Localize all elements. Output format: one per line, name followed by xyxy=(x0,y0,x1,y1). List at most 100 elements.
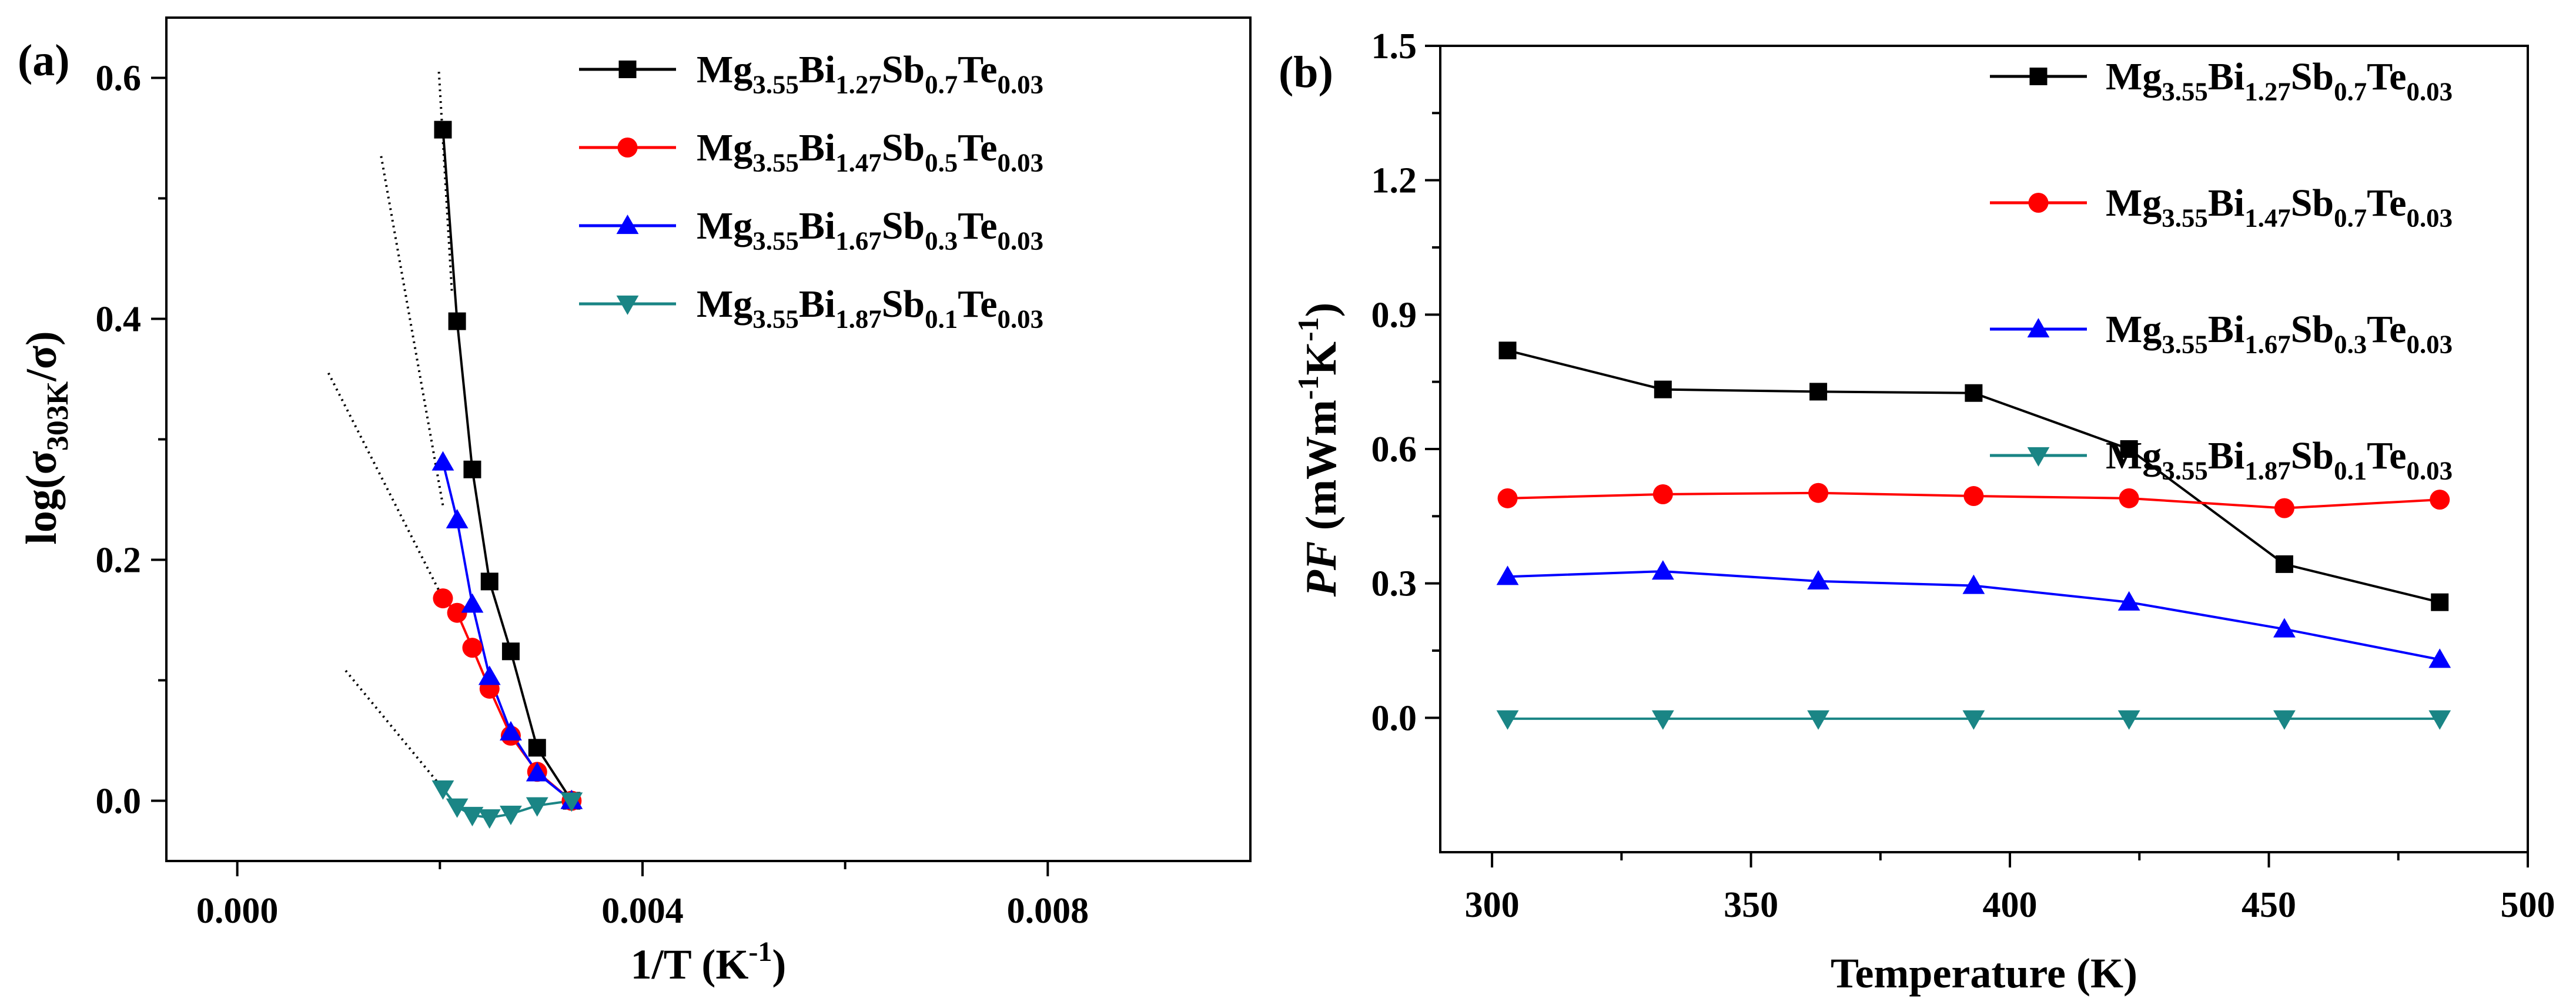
data-point xyxy=(1962,710,1985,730)
y-axis-label: PF (mWm-1K-1) xyxy=(1292,303,1346,598)
text-span: Sb xyxy=(882,48,925,91)
text-span: Mg xyxy=(2106,434,2162,477)
text-span: Bi xyxy=(2208,55,2244,98)
text-span: ) xyxy=(772,941,786,988)
text-span: 0.03 xyxy=(998,304,1044,333)
data-point xyxy=(1654,380,1672,398)
text-span: log(σ xyxy=(18,451,66,544)
text-span: 303K xyxy=(41,381,75,451)
legend-marker xyxy=(2028,193,2049,213)
text-span: (mWm xyxy=(1297,400,1346,541)
y-tick-label: 0.0 xyxy=(96,782,142,822)
text-span: Te xyxy=(958,126,997,169)
text-span: 1.67 xyxy=(835,226,882,255)
text-span: 1.87 xyxy=(835,304,882,333)
text-span: 1.47 xyxy=(835,148,882,177)
data-point xyxy=(1809,383,1828,401)
data-point xyxy=(1651,710,1674,730)
text-span: Te xyxy=(2367,182,2406,225)
data-point xyxy=(1807,710,1829,730)
text-span: Te xyxy=(958,283,997,326)
panel-b: 300 350 400 450 500 0.0 0.3 0.6 0.9 1.2 1.5 Tempera… xyxy=(1279,26,2555,997)
text-span: Te xyxy=(2367,434,2406,477)
x-axis-label: 1/T (K-1) xyxy=(631,936,787,988)
data-point xyxy=(1808,483,1829,503)
x-tick-label: 500 xyxy=(2501,885,2555,925)
y-tick-label: 1.5 xyxy=(1371,26,1417,66)
text-span: 0.03 xyxy=(2407,203,2453,232)
data-point xyxy=(2273,710,2296,730)
data-point xyxy=(2117,710,2140,730)
data-point xyxy=(2274,498,2294,518)
text-span: 3.55 xyxy=(2162,455,2208,485)
text-span: 3.55 xyxy=(2162,76,2208,106)
data-point xyxy=(463,460,481,478)
legend-label: Mg3.55​Bi1.47​Sb0.7​Te0.03​ xyxy=(2106,182,2453,232)
y-tick-label: 0.6 xyxy=(1371,430,1417,470)
text-span: Mg xyxy=(697,205,752,247)
text-span: 0.7 xyxy=(925,69,958,99)
data-point xyxy=(1807,570,1829,590)
text-span: Bi xyxy=(799,48,835,91)
data-point xyxy=(1498,341,1517,360)
text-span: Bi xyxy=(799,126,835,169)
data-point xyxy=(446,508,469,529)
legend-label: Mg3.55​Bi1.27​Sb0.7​Te0.03​ xyxy=(697,48,1043,99)
text-span: 0.7 xyxy=(2334,76,2367,106)
x-tick-label: 0.008 xyxy=(1007,891,1089,931)
text-span: Mg xyxy=(2106,308,2162,351)
text-span: Mg xyxy=(697,48,752,91)
text-span: /σ) xyxy=(18,331,66,381)
text-span: Mg xyxy=(697,126,752,169)
fit-line xyxy=(380,156,444,506)
text-span: ) xyxy=(1297,303,1346,317)
text-span: Sb xyxy=(2291,434,2334,477)
text-span: 0.03 xyxy=(998,226,1044,255)
y-tick-label: 0.3 xyxy=(1371,564,1417,604)
text-span: Bi xyxy=(799,283,835,326)
data-point xyxy=(478,809,501,829)
text-span: 0.1 xyxy=(925,304,958,333)
text-span: Sb xyxy=(882,283,925,326)
data-point xyxy=(2119,488,2139,508)
data-point xyxy=(448,312,466,330)
x-tick-label: 300 xyxy=(1465,885,1520,925)
text-span: 0.7 xyxy=(2334,203,2367,232)
text-span: Sb xyxy=(2291,182,2334,225)
legend-marker xyxy=(2027,447,2050,467)
data-point xyxy=(461,593,484,613)
legend-marker xyxy=(2029,68,2048,85)
data-point xyxy=(434,120,452,139)
y-tick-label: 0.9 xyxy=(1371,295,1417,335)
data-point xyxy=(2273,618,2296,638)
data-point xyxy=(2117,591,2140,611)
text-span: Sb xyxy=(882,205,925,247)
text-span: 3.55 xyxy=(752,69,799,99)
x-tick-label: 0.004 xyxy=(601,891,684,931)
text-span: 0.03 xyxy=(2407,76,2453,106)
data-point xyxy=(500,721,522,741)
text-span: -1 xyxy=(1292,317,1324,341)
y-tick-label: 0.2 xyxy=(96,541,142,581)
text-span: 3.55 xyxy=(2162,203,2208,232)
data-point xyxy=(1963,486,1984,507)
text-span: 0.03 xyxy=(2407,329,2453,359)
text-span: Mg xyxy=(697,283,752,326)
legend-label: Mg3.55​Bi1.67​Sb0.3​Te0.03​ xyxy=(2106,308,2453,359)
text-span: Te xyxy=(2367,308,2406,351)
data-point xyxy=(2428,648,2451,668)
legend-marker xyxy=(618,61,637,78)
y-tick-label: 0.6 xyxy=(96,59,142,99)
data-point xyxy=(560,792,583,812)
text-span: 1.27 xyxy=(2244,76,2291,106)
text-span: 0.03 xyxy=(2407,455,2453,485)
data-point xyxy=(446,798,469,818)
data-point xyxy=(1962,574,1985,594)
text-span: Bi xyxy=(2208,434,2244,477)
data-point xyxy=(462,638,483,658)
data-point xyxy=(1496,710,1519,730)
data-point xyxy=(2428,710,2451,730)
text-span: Mg xyxy=(2106,55,2162,98)
legend-marker xyxy=(2027,318,2050,338)
